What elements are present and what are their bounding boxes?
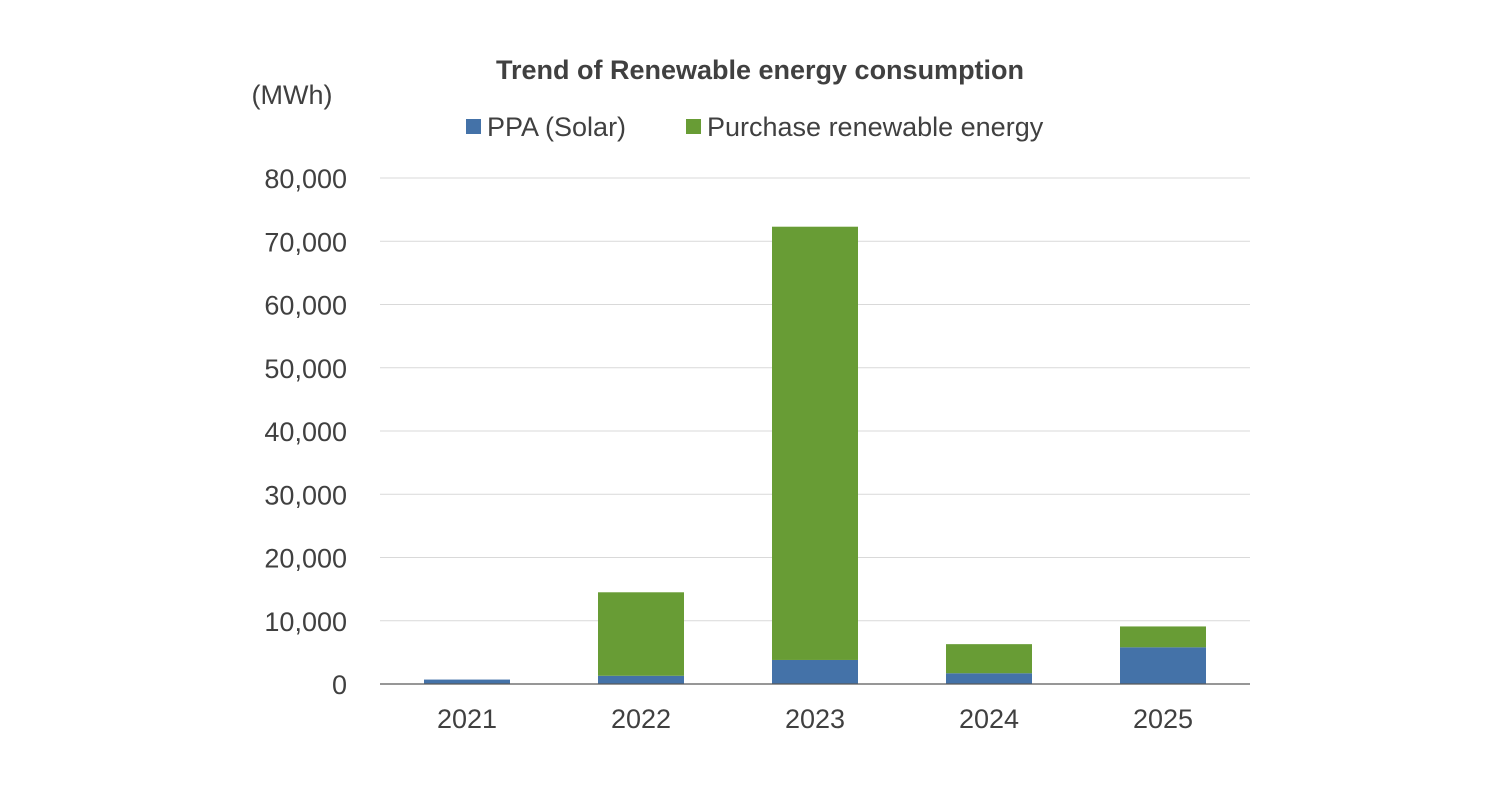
x-tick-label: 2025: [1133, 704, 1193, 734]
x-tick-label: 2024: [959, 704, 1019, 734]
y-tick-label: 40,000: [264, 417, 347, 447]
legend-swatch: [466, 119, 481, 134]
bar-2023-series-1: [772, 226, 858, 660]
legend-swatch: [686, 119, 701, 134]
y-tick-label: 70,000: [264, 227, 347, 257]
bar-marks: [424, 226, 1206, 684]
bar-2024-series-1: [946, 644, 1032, 674]
y-tick-label: 30,000: [264, 480, 347, 510]
x-tick-label: 2022: [611, 704, 671, 734]
x-tick-label: 2021: [437, 704, 497, 734]
bar-2021-series-0: [424, 679, 510, 684]
y-tick-label: 0: [332, 670, 347, 700]
y-axis-tick-labels: 0 10,000 20,000 30,000 40,000 50,000 60,000 70,…: [264, 164, 347, 700]
chart-legend: PPA (Solar) Purchase renewable energy: [466, 112, 1044, 142]
y-tick-label: 60,000: [264, 291, 347, 321]
y-axis-unit-label: (MWh): [252, 80, 333, 110]
x-axis-tick-labels: 2021 2022 2023 2024 2025: [437, 704, 1193, 734]
y-tick-label: 10,000: [264, 607, 347, 637]
bar-2025-series-0: [1120, 647, 1206, 684]
bar-2023-series-0: [772, 659, 858, 684]
y-tick-label: 80,000: [264, 164, 347, 194]
bar-2022-series-1: [598, 592, 684, 676]
bar-2024-series-0: [946, 673, 1032, 684]
bar-2025-series-1: [1120, 626, 1206, 648]
y-tick-label: 20,000: [264, 544, 347, 574]
legend-label: Purchase renewable energy: [707, 112, 1044, 142]
x-tick-label: 2023: [785, 704, 845, 734]
bar-2022-series-0: [598, 675, 684, 684]
chart-title: Trend of Renewable energy consumption: [496, 55, 1024, 85]
y-tick-label: 50,000: [264, 354, 347, 384]
legend-label: PPA (Solar): [487, 112, 626, 142]
